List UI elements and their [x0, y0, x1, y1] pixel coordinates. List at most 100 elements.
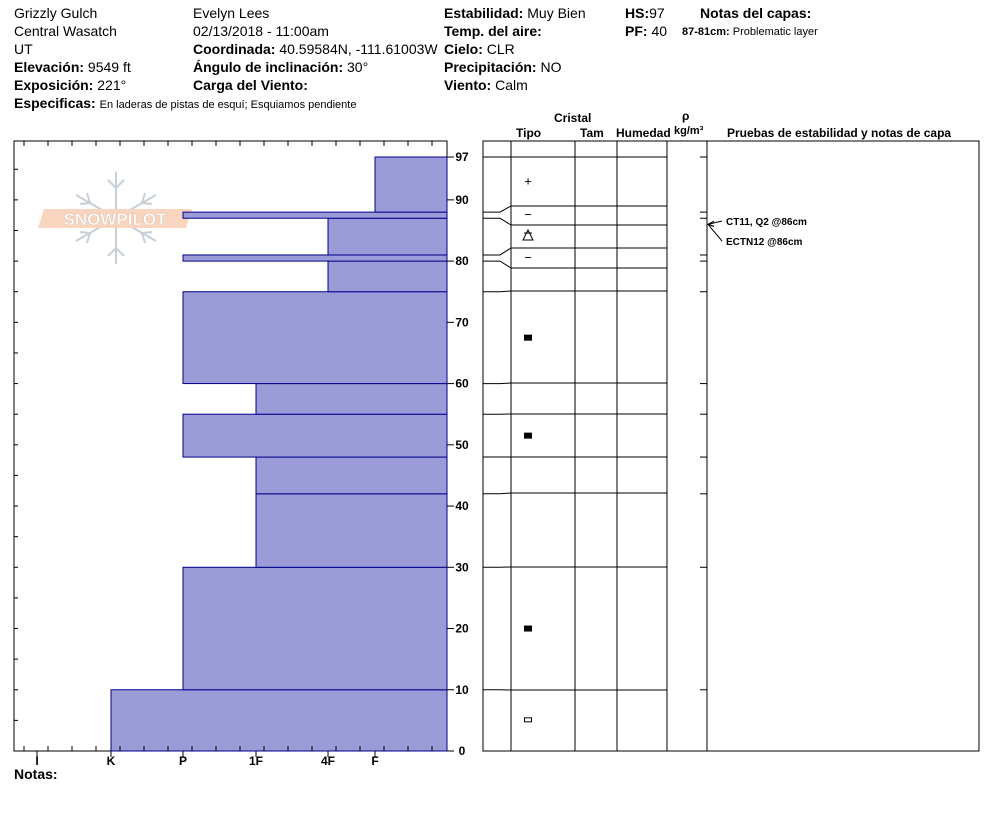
elevation-value: 9549 ft	[87, 59, 131, 75]
column-tests: Pruebas de estabilidad y notas de capa	[727, 126, 952, 140]
state: UT	[14, 41, 33, 57]
hardness-bar	[327, 260, 448, 293]
sky-value: CLR	[486, 41, 515, 57]
crystal-symbol	[524, 717, 532, 723]
layer-table-frame	[482, 140, 980, 752]
location-name: Grizzly Gulch	[14, 5, 98, 21]
notes-label: Notas:	[14, 766, 58, 782]
hardness-bar	[327, 217, 448, 256]
layer-connector	[483, 260, 512, 269]
layer-connector	[483, 217, 512, 226]
crystal-symbol	[524, 432, 532, 439]
crystal-symbol	[522, 228, 534, 241]
observation-datetime: 02/13/2018 - 11:00am	[193, 23, 329, 39]
sky-label: Cielo:	[444, 41, 483, 57]
precipitation: Precipitación: NO	[444, 59, 561, 76]
depth-tick-label: 0	[459, 744, 466, 758]
hardness-tick-label: F	[371, 754, 378, 768]
depth-tick-label: 40	[455, 499, 469, 513]
foot-penetration: PF: 40	[625, 23, 667, 40]
air-temp-label: Temp. del aire:	[444, 23, 542, 39]
specifics-label: Especificas:	[14, 95, 96, 111]
mountain-range: Central Wasatch	[14, 23, 117, 39]
layer-note: 87-81cm: Problematic layer	[682, 24, 818, 41]
elevation-label: Elevación:	[14, 59, 85, 75]
hardness-bar	[255, 456, 448, 495]
snowpilot-logo: SNOWPILOT	[38, 172, 192, 264]
column-tipo: Tipo	[516, 126, 542, 140]
column-tam: Tam	[580, 126, 604, 140]
hs-label: HS:	[625, 5, 650, 21]
column-humedad: Humedad	[616, 126, 671, 140]
elevation: Elevación: 9549 ft	[14, 59, 131, 76]
coordinates-label: Coordinada:	[193, 41, 276, 57]
depth-tick-label: 90	[455, 193, 469, 207]
hardness-bar	[374, 156, 448, 213]
crystal-symbol: +	[524, 173, 532, 188]
hardness-bar	[110, 689, 448, 752]
crystal-symbol	[524, 334, 532, 341]
crystal-symbol: −	[524, 207, 532, 222]
hardness-tick-label: I	[35, 754, 38, 768]
aspect: Exposición: 221°	[14, 77, 126, 94]
sky: Cielo: CLR	[444, 41, 515, 58]
layer-note-text: Problematic layer	[732, 26, 818, 38]
depth-tick-label: 80	[455, 254, 469, 268]
depth-tick-label: 60	[455, 377, 469, 391]
depth-tick-label: 10	[455, 683, 469, 697]
hardness-tick-label: P	[179, 754, 187, 768]
layer-table-lines	[483, 141, 708, 752]
observer-name: Evelyn Lees	[193, 5, 270, 21]
hardness-bar	[255, 493, 448, 568]
layer-note-range: 87-81cm:	[682, 26, 730, 38]
wind-loading-label: Carga del Viento:	[193, 77, 308, 93]
slope-angle-label: Ángulo de inclinación:	[193, 59, 344, 75]
hardness-tick-label: 4F	[321, 754, 335, 768]
wind-label: Viento:	[444, 77, 492, 93]
hs-value: 97	[649, 5, 665, 21]
layer-connector	[483, 492, 512, 495]
stability-label: Estabilidad:	[444, 5, 524, 21]
coordinates-value: 40.59584N, -111.61003W	[279, 41, 438, 57]
snowpilot-logo-text: SNOWPILOT	[64, 210, 168, 229]
specifics: Especificas: En laderas de pistas de esq…	[14, 95, 356, 114]
stability-tests: CT11, Q2 @86cm ECTN12 @86cm	[706, 217, 807, 248]
stability-test-leader	[707, 224, 723, 242]
hardness-ticks: I K P 1F 4F F	[14, 141, 433, 768]
hardness-tick-label: K	[107, 754, 116, 768]
aspect-label: Exposición:	[14, 77, 94, 93]
hardness-tick-label: 1F	[249, 754, 263, 768]
pf-value: 40	[651, 23, 668, 39]
hardness-bar	[182, 211, 448, 219]
depth-tick-label: 30	[455, 560, 469, 574]
pf-label: PF:	[625, 23, 648, 39]
layer-notes-label: Notas del capas:	[700, 5, 812, 21]
stability: Estabilidad: Muy Bien	[444, 5, 586, 22]
wind: Viento: Calm	[444, 77, 528, 94]
crystal-symbol	[524, 625, 532, 632]
coordinates: Coordinada: 40.59584N, -111.61003W	[193, 41, 438, 58]
layer-connector	[483, 247, 512, 256]
depth-tick-label: 20	[455, 622, 469, 636]
wind-value: Calm	[495, 77, 528, 93]
precipitation-label: Precipitación:	[444, 59, 537, 75]
hardness-bars	[110, 156, 448, 752]
hardness-bar	[182, 413, 448, 458]
column-density-unit: kg/m³	[674, 125, 704, 137]
slope-angle-value: 30°	[347, 59, 369, 75]
aspect-value: 221°	[97, 77, 127, 93]
slope-angle: Ángulo de inclinación: 30°	[193, 59, 368, 76]
column-cristal: Cristal	[554, 111, 592, 125]
stability-test-arrow	[706, 220, 715, 227]
column-density-symbol: ρ	[682, 109, 690, 123]
depth-axis: 0 10 20 30 40 50 60 70 80 90 97	[447, 150, 469, 758]
layer-connector	[483, 290, 512, 293]
crystal-symbol: −	[524, 250, 532, 265]
depth-tick-label: 70	[455, 315, 469, 329]
hardness-bar	[182, 291, 448, 385]
hardness-bar	[182, 254, 448, 262]
depth-tick-label: 50	[455, 438, 469, 452]
stability-test-label: ECTN12 @86cm	[726, 237, 803, 248]
layer-connector	[483, 205, 512, 213]
